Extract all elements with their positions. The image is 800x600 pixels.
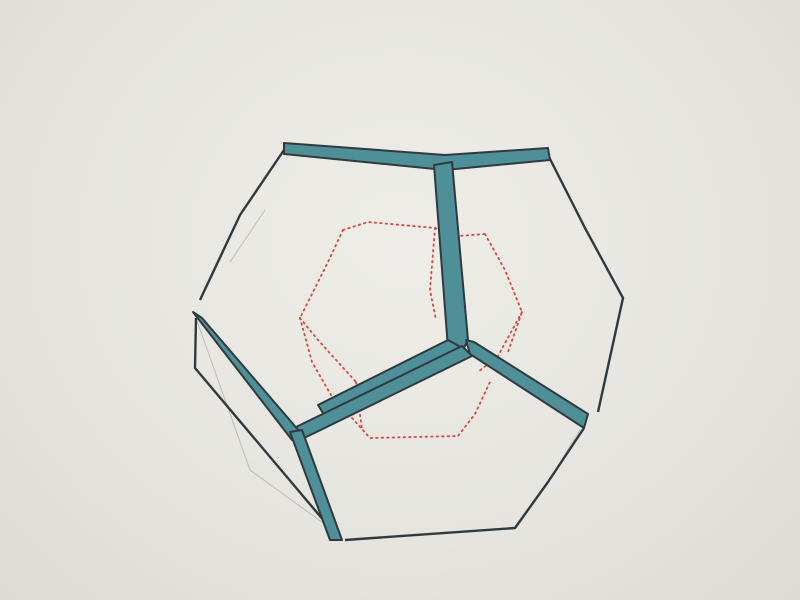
thick-edge-left xyxy=(193,312,300,440)
thick-edge-top xyxy=(284,143,550,170)
hidden-edge-inner-vertical xyxy=(430,228,436,320)
outline-upper-left xyxy=(200,150,284,300)
thick-edges xyxy=(193,143,588,540)
outline-upper-right xyxy=(548,155,623,412)
thick-edge-center-right xyxy=(466,340,588,428)
outline-edges xyxy=(195,150,623,540)
thick-edge-center-vertical xyxy=(434,162,468,352)
outline-lower-right xyxy=(345,428,584,540)
hidden-edge-upper-left xyxy=(300,230,343,318)
thick-edge-lower-left-vertical xyxy=(290,430,342,540)
hidden-edge-upper-right xyxy=(485,234,522,352)
hidden-edge-top xyxy=(343,222,485,236)
thick-edge-lower-diagonal xyxy=(294,346,472,440)
